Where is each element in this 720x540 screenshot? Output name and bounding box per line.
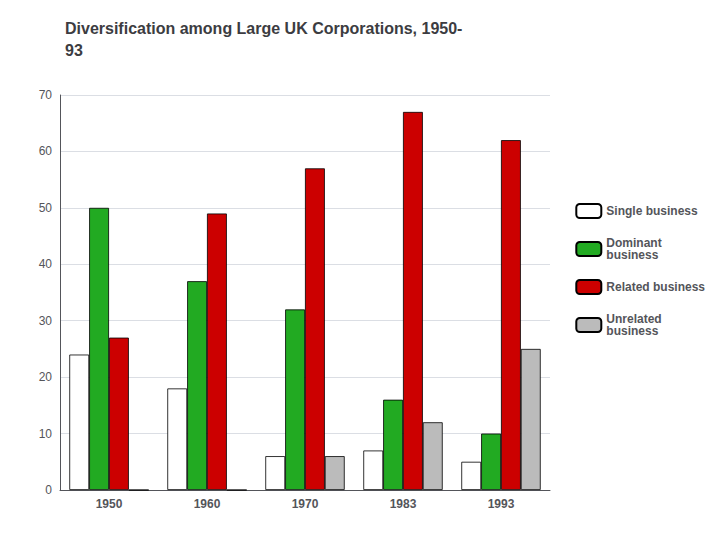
svg-text:70: 70 [39,88,53,102]
svg-text:1960: 1960 [194,497,221,511]
svg-text:30: 30 [39,314,53,328]
svg-text:0: 0 [45,483,52,497]
svg-text:Dominant: Dominant [606,236,662,250]
svg-text:Diversification among Large UK: Diversification among Large UK Corporati… [65,20,462,37]
svg-text:1993: 1993 [488,497,515,511]
svg-text:40: 40 [39,257,53,271]
svg-text:1950: 1950 [96,497,123,511]
svg-text:1970: 1970 [292,497,319,511]
svg-text:Single business: Single business [606,204,698,218]
svg-text:1983: 1983 [390,497,417,511]
svg-text:Unrelated: Unrelated [606,312,662,326]
svg-text:60: 60 [39,144,53,158]
svg-text:business: business [606,324,658,338]
svg-text:Related business: Related business [606,280,705,294]
svg-text:50: 50 [39,201,53,215]
svg-text:10: 10 [39,427,53,441]
svg-text:business: business [606,248,658,262]
svg-text:93: 93 [65,42,83,59]
svg-text:20: 20 [39,370,53,384]
